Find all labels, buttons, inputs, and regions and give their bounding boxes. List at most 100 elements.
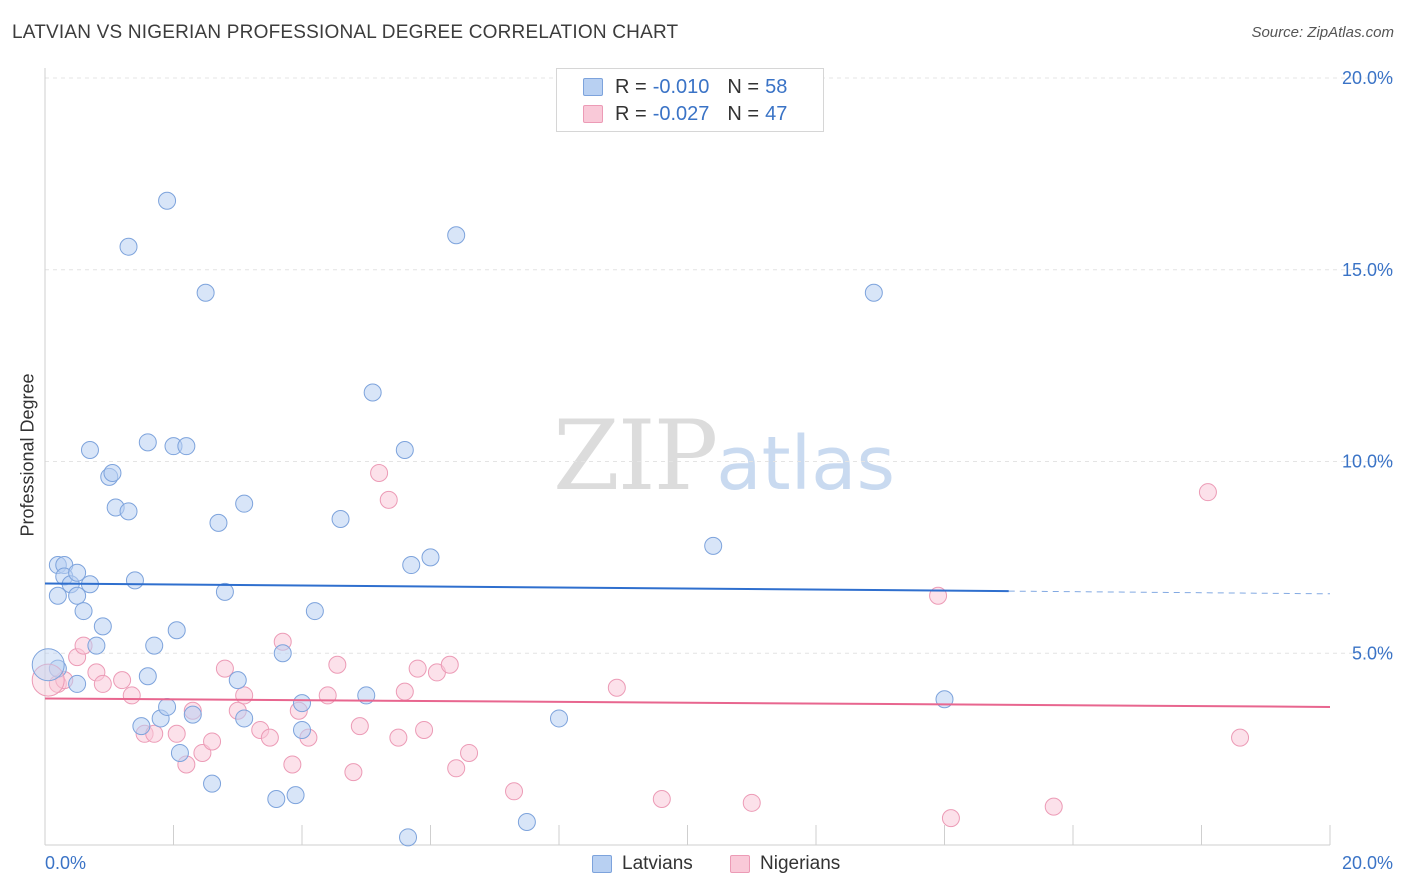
latvian-point [293,720,311,739]
nigerian-point [379,490,398,509]
bottom-legend-latvians[interactable]: Latvians [592,852,693,876]
latvian-point [517,812,536,831]
latvian-point [363,383,382,402]
nigerian-point [344,763,363,782]
nigerian-point [113,671,132,690]
legend-n-label: N = [727,102,760,125]
nigerian-point [122,686,141,705]
nigerians-legend-label: Nigerians [760,853,841,874]
nigerian-point [203,732,222,751]
nigerian-point [235,686,254,705]
legend-n-value-nigerians: 47 [765,102,788,125]
latvian-point [267,789,286,808]
nigerian-point [440,655,459,674]
latvian-point [273,644,292,663]
latvian-point [228,671,247,690]
latvian-point [864,283,883,302]
latvian-point [331,510,350,529]
watermark-atlas: atlas [716,421,896,507]
legend-row-nigerians: R = -0.027 N = 47 [583,101,787,127]
latvian-point [235,709,254,728]
nigerian-point [283,755,302,774]
latvian-point [68,563,87,582]
nigerian-point [93,674,112,693]
nigerian-point [389,728,408,747]
nigerian-point [447,759,466,778]
nigerian-point [395,682,414,701]
latvians-trend-extension [1008,590,1331,595]
nigerian-point [941,809,960,828]
latvian-point [167,621,186,640]
y-tick-label: 5.0% [1352,643,1393,663]
x-tick-label-min: 0.0% [45,853,86,873]
latvian-point [74,602,93,621]
latvian-point [704,536,723,555]
latvians-legend-label: Latvians [622,853,693,874]
latvian-point [183,705,202,724]
nigerians-swatch [583,105,603,123]
latvian-point [93,617,112,636]
nigerian-point [652,789,671,808]
latvian-point [80,440,99,459]
bottom-legend-nigerians[interactable]: Nigerians [730,852,840,876]
latvian-point [68,674,87,693]
latvian-point [103,464,122,483]
legend-row-latvians: R = -0.010 N = 58 [583,74,787,100]
nigerian-point [350,717,369,736]
latvian-cluster-point [31,648,65,682]
latvian-point [203,774,222,793]
legend-n-value-latvians: 58 [765,75,788,98]
nigerian-cluster-point [31,663,65,697]
nigerian-point [1231,728,1250,747]
y-tick-label: 20.0% [1342,68,1393,88]
nigerian-point [1198,483,1217,502]
latvian-point [177,437,196,456]
latvian-point [550,709,568,728]
y-tick-label: 10.0% [1342,452,1393,472]
latvian-point [286,786,305,805]
legend-n-label: N = [727,75,760,98]
nigerians-legend-swatch [730,855,750,873]
legend-r-value-nigerians: -0.027 [652,102,710,125]
legend-box: R = -0.010 N = 58 R = -0.027 N = 47 [556,68,824,132]
nigerian-point [370,464,389,483]
latvian-point [132,717,151,736]
legend-r-label: R = [615,75,647,98]
nigerian-point [742,793,761,812]
latvian-point [395,440,414,459]
latvian-point [87,636,106,655]
legend-r-label: R = [615,102,647,125]
latvian-point [305,602,324,621]
nigerian-point [607,678,626,697]
latvian-point [125,571,144,590]
latvians-trend-line [44,582,1009,593]
latvian-point [119,237,138,256]
watermark-zip: ZIP [553,400,718,512]
latvian-point [215,582,234,601]
latvians-swatch [583,78,603,96]
latvian-point [293,694,311,713]
nigerian-point [408,659,427,678]
latvian-point [196,283,215,302]
latvian-point [119,502,138,521]
source-label: Source: ZipAtlas.com [1251,24,1394,41]
latvian-point [145,636,164,655]
nigerian-point [193,743,212,762]
latvian-point [138,667,157,686]
watermark: ZIPatlas [553,400,895,512]
latvian-point [235,494,254,513]
chart-title: LATVIAN VS NIGERIAN PROFESSIONAL DEGREE … [12,22,679,43]
latvian-point [138,433,157,452]
latvian-point [399,828,418,847]
legend-r-value-latvians: -0.010 [652,75,710,98]
nigerian-point [215,659,234,678]
latvian-point [447,226,466,245]
y-tick-label: 15.0% [1342,260,1393,280]
nigerian-point [260,728,279,747]
x-tick-label-max: 20.0% [1342,853,1393,873]
latvians-legend-swatch [592,855,612,873]
latvian-point [209,513,228,532]
latvian-point [48,586,67,605]
nigerian-point [1044,797,1063,816]
